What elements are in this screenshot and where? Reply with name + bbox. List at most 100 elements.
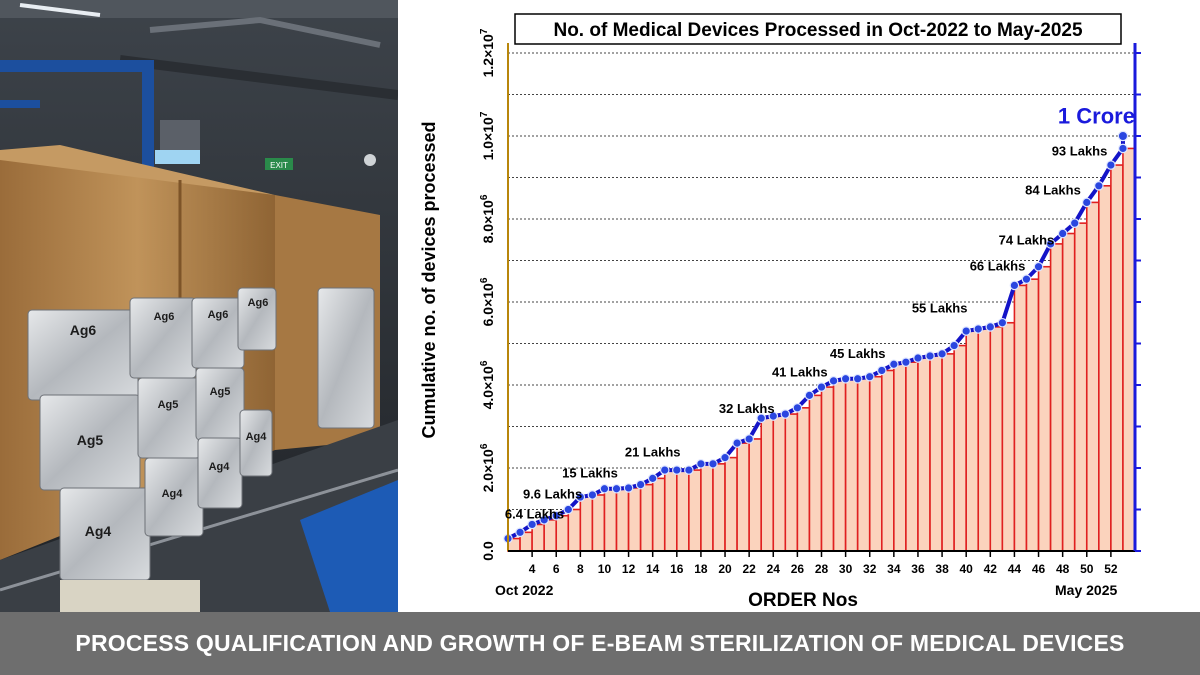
annotation-label: 84 Lakhs: [1025, 183, 1081, 198]
caption-text: PROCESS QUALIFICATION AND GROWTH OF E-BE…: [75, 630, 1125, 656]
x-tick-label: 20: [718, 562, 732, 576]
bag-label: Ag4: [162, 488, 184, 500]
annotation-label: 21 Lakhs: [625, 444, 681, 459]
chart-panel: No. of Medical Devices Processed in Oct-…: [398, 0, 1200, 612]
x-tick-label: 52: [1104, 562, 1118, 576]
data-point: [672, 465, 682, 475]
data-point: [575, 492, 586, 502]
bag-label: Ag6: [70, 322, 97, 338]
cumulative-line: [503, 130, 1129, 544]
data-point: [599, 483, 610, 494]
data-point: [937, 349, 947, 359]
data-point: [852, 373, 863, 384]
annotation-label: 32 Lakhs: [719, 401, 775, 416]
bag-label: Ag6: [248, 297, 269, 309]
bar: [929, 355, 943, 552]
bar: [905, 361, 919, 552]
data-point: [876, 365, 887, 376]
data-point: [828, 376, 839, 386]
data-point: [792, 403, 803, 413]
x-tick-label: 8: [577, 562, 584, 576]
bar: [844, 377, 859, 552]
data-point: [587, 490, 598, 500]
data-point: [901, 357, 911, 367]
data-point: [804, 390, 815, 401]
data-point: [684, 465, 694, 475]
x-axis-label: ORDER Nos: [748, 590, 858, 611]
x-tick-label: 26: [791, 562, 805, 576]
y-axis-label: Cumulative no. of devices processed: [419, 121, 439, 438]
data-point: [768, 411, 779, 421]
bar: [893, 363, 907, 552]
data-point: [1094, 181, 1104, 191]
bar: [1037, 265, 1052, 552]
annotation-label: 45 Lakhs: [830, 346, 886, 361]
bar: [1110, 164, 1124, 552]
bar: [941, 353, 955, 552]
bar: [688, 469, 702, 552]
data-point: [925, 351, 935, 361]
x-tick-label: 44: [1008, 562, 1022, 576]
warehouse-photo: EXIT Ag6 Ag6 Ag6 Ag6 Ag5 Ag5 Ag5 A: [0, 0, 398, 612]
data-point: [720, 452, 730, 463]
data-point: [659, 465, 670, 475]
bar: [1085, 201, 1100, 552]
bag-label: Ag4: [246, 431, 268, 443]
data-point: [515, 527, 525, 538]
x-tick-label: 18: [694, 562, 708, 576]
x-tick-label: 12: [622, 562, 636, 576]
y-tick-label: 0.0: [480, 541, 496, 561]
x-tick-label: 34: [887, 562, 901, 576]
x-tick-label: 50: [1080, 562, 1094, 576]
data-point: [623, 483, 634, 493]
bar: [796, 407, 811, 552]
data-point: [961, 326, 971, 336]
annotation-label: 74 Lakhs: [999, 233, 1055, 248]
x-tick-label: 28: [815, 562, 829, 576]
bag-label: Ag6: [154, 311, 175, 323]
data-point: [708, 459, 718, 469]
data-point: [635, 479, 646, 490]
y-tick-label: 6.0×106: [479, 277, 496, 326]
annotations: 6.4 Lakhs 9.6 Lakhs 15 Lakhs 21 Lakhs 32 Lak…: [505, 104, 1135, 522]
tick-labels: 4 6 8 10 12 14 16 18 20 22 24 26 28 30 32 34 36 38 40 42 44 4…: [479, 28, 1118, 576]
x-tick-label: 10: [598, 562, 612, 576]
data-point: [1057, 228, 1068, 239]
data-point: [732, 438, 742, 448]
bag-labels: Ag6 Ag6 Ag6 Ag6 Ag5 Ag5 Ag5 Ag4 Ag4 Ag4 Ag4: [70, 297, 269, 539]
bar: [1049, 243, 1064, 552]
annotation-label: 93 Lakhs: [1052, 144, 1108, 159]
bar: [868, 375, 883, 552]
x-tick-label: 48: [1056, 562, 1070, 576]
bar: [820, 386, 835, 552]
svg-text:EXIT: EXIT: [270, 161, 288, 170]
data-point: [1106, 160, 1116, 170]
data-point: [527, 519, 537, 530]
y-tick-label: 2.0×106: [479, 443, 496, 492]
x-tick-label: 38: [935, 562, 949, 576]
annotation-label: 41 Lakhs: [772, 365, 828, 380]
bar: [1098, 185, 1112, 552]
exit-sign: [265, 158, 293, 170]
x-tick-label: 30: [839, 562, 853, 576]
highlight-label: 1 Crore: [1058, 104, 1135, 129]
bar: [1122, 147, 1136, 552]
annotation-label: 9.6 Lakhs: [523, 486, 582, 501]
data-point: [997, 317, 1008, 328]
bag-label: Ag5: [210, 386, 231, 398]
chart-title-box: [514, 13, 1122, 45]
x-end-label: May 2025: [1055, 582, 1117, 598]
chart-title: No. of Medical Devices Processed in Oct-…: [553, 20, 1082, 41]
data-point: [780, 409, 791, 419]
data-point: [949, 340, 959, 351]
bar: [639, 483, 654, 552]
bar: [615, 487, 630, 552]
annotation-label: 55 Lakhs: [912, 300, 968, 315]
y-tick-label: 4.0×106: [479, 360, 496, 409]
bar: [567, 508, 582, 552]
bar: [1061, 232, 1076, 552]
bar: [1025, 278, 1040, 552]
bar: [591, 494, 606, 552]
annotation-label: 6.4 Lakhs: [505, 507, 564, 522]
